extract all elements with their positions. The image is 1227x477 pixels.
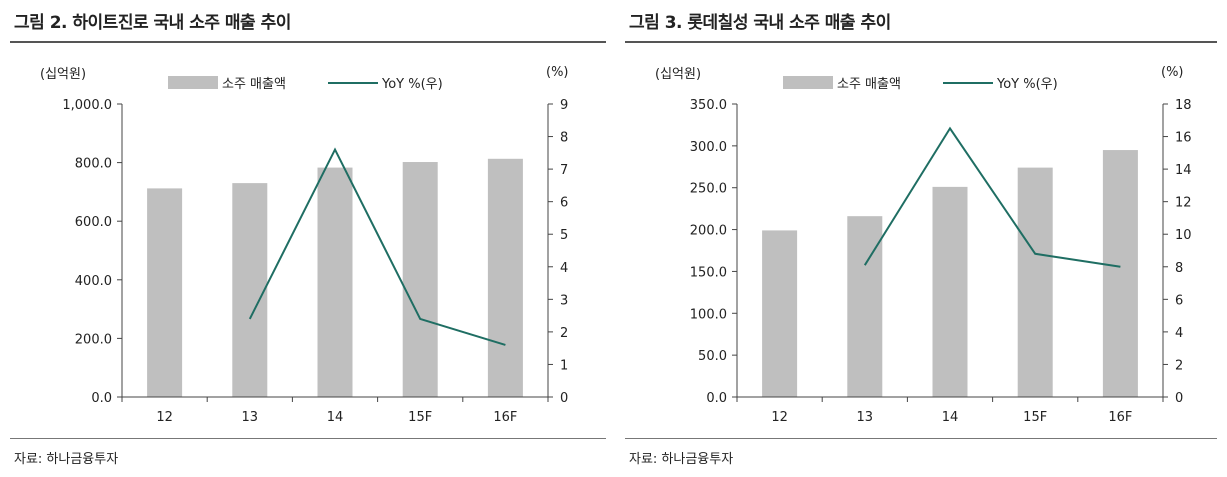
chart-panel-lotte: 그림 3. 롯데칠성 국내 소주 매출 추이 (십억원) (%) 소주 매출액 YoY… [625,0,1217,477]
y-right-tick-label: 1 [560,358,568,373]
yoy-line [863,126,1121,268]
legend-line-label: YoY %(우) [381,77,443,92]
y-right-tick-label: 2 [560,326,568,341]
bar [762,230,798,397]
legend-bar-label: 소주 매출액 [222,77,286,92]
y-right-tick-label: 18 [1175,98,1192,113]
bar [232,183,268,397]
bar [1102,150,1138,397]
x-tick-label: 13 [857,410,874,425]
y-left-unit-label: (십억원) [40,67,86,82]
y-left-tick-label: 100.0 [690,307,727,322]
bar [1017,167,1053,397]
x-tick-label: 16F [493,410,517,425]
x-tick-label: 13 [242,410,259,425]
bar [147,188,183,397]
x-tick-label: 14 [942,410,959,425]
y-left-tick-label: 400.0 [75,274,112,289]
source-note: 자료: 하나금융투자 [629,452,734,467]
y-right-tick-label: 4 [1175,326,1183,341]
y-left-tick-label: 50.0 [698,349,727,364]
y-right-tick-label: 14 [1175,163,1192,178]
bar [487,158,523,397]
chart-svg: (십억원) (%) 소주 매출액 YoY %(우) 0.0 200.0 400.0 600.0… [40,65,569,425]
y-left-unit-label: (십억원) [655,67,701,82]
chart-title: 그림 3. 롯데칠성 국내 소주 매출 추이 [629,13,891,33]
y-right-tick-label: 0 [560,391,568,406]
title-rule [10,41,606,43]
footer-rule [625,438,1217,439]
y-right-tick-label: 6 [560,196,568,211]
bar [847,216,883,397]
chart-title: 그림 2. 하이트진로 국내 소주 매출 추이 [14,13,291,33]
y-right-tick-label: 2 [1175,358,1183,373]
legend-bar-swatch [168,76,218,89]
bar [932,186,968,397]
y-right-unit-label: (%) [546,65,569,80]
y-right-tick-label: 4 [560,261,568,276]
x-tick-label: 12 [771,410,788,425]
y-left-tick-label: 0.0 [706,391,727,406]
y-left-tick-label: 200.0 [75,332,112,347]
title-rule [625,41,1217,43]
yoy-line [248,147,506,346]
y-right-tick-label: 10 [1175,228,1192,243]
legend-bar-swatch [783,76,833,89]
y-left-tick-label: 600.0 [75,215,112,230]
y-right-tick-label: 16 [1175,131,1192,146]
y-left-tick-label: 1,000.0 [62,98,112,113]
y-left-tick-label: 200.0 [690,224,727,239]
bar [317,167,353,397]
y-right-tick-label: 5 [560,228,568,243]
x-tick-label: 15F [1023,410,1047,425]
x-tick-label: 14 [327,410,344,425]
source-note: 자료: 하나금융투자 [14,452,119,467]
x-tick-label: 15F [408,410,432,425]
y-right-tick-label: 6 [1175,293,1183,308]
legend-bar-label: 소주 매출액 [837,77,901,92]
y-right-tick-label: 3 [560,293,568,308]
chart-panel-haitejinro: 그림 2. 하이트진로 국내 소주 매출 추이 (십억원) (%) 소주 매출액 Yo… [10,0,606,477]
y-right-unit-label: (%) [1161,65,1184,80]
y-right-tick-label: 7 [560,163,568,178]
y-right-tick-label: 12 [1175,196,1192,211]
legend-line-label: YoY %(우) [996,77,1058,92]
chart-svg: (십억원) (%) 소주 매출액 YoY %(우) 0.0 50.0 100.0 150.0 2… [655,65,1192,425]
y-left-tick-label: 0.0 [91,391,112,406]
x-tick-label: 16F [1108,410,1132,425]
y-left-tick-label: 300.0 [690,140,727,155]
y-right-tick-label: 0 [1175,391,1183,406]
y-left-tick-label: 250.0 [690,182,727,197]
y-left-tick-label: 800.0 [75,157,112,172]
y-left-tick-label: 350.0 [690,98,727,113]
y-right-tick-label: 9 [560,98,568,113]
y-right-tick-label: 8 [1175,261,1183,276]
y-right-tick-label: 8 [560,131,568,146]
footer-rule [10,438,606,439]
bar [402,162,438,397]
y-left-tick-label: 150.0 [690,265,727,280]
x-tick-label: 12 [156,410,173,425]
